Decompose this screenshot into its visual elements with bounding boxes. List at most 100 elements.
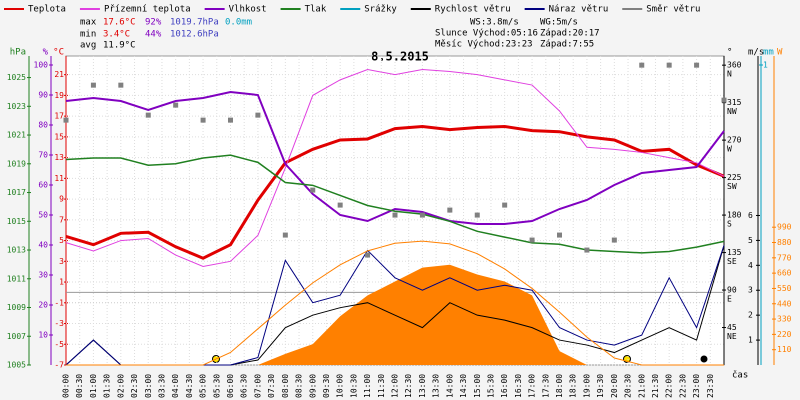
- y-tick-label: 550: [777, 284, 792, 293]
- y-tick-label: 180: [727, 211, 742, 220]
- legend-label: Rychlost větru: [435, 5, 511, 15]
- x-tick-label: 19:00: [582, 374, 591, 398]
- series-line: [66, 240, 724, 366]
- info: Slunce Východ:05:16: [435, 29, 538, 39]
- axis-label: hPa: [10, 48, 26, 58]
- y-tick-label: 13: [54, 153, 64, 162]
- stat: 17.6°C: [103, 18, 136, 28]
- y-tick-label: 10: [38, 331, 48, 340]
- axis-label: mm: [763, 48, 774, 58]
- y-tick-label: SW: [727, 182, 737, 191]
- info: Měsíc Východ:23:23: [435, 40, 533, 50]
- legend-label: Vlhkost: [229, 5, 267, 15]
- x-tick-label: 00:30: [75, 374, 84, 398]
- legend-label: Srážky: [364, 5, 397, 15]
- y-tick-label: 40: [38, 241, 48, 250]
- y-tick-label: 330: [777, 315, 792, 324]
- x-tick-label: 06:00: [226, 374, 235, 398]
- y-tick-label: 60: [38, 181, 48, 190]
- x-tick-label: 20:00: [610, 374, 619, 398]
- direction-dot: [502, 202, 508, 208]
- axis-label: m/s: [748, 48, 764, 58]
- x-tick-label: 21:00: [637, 374, 646, 398]
- direction-dot: [282, 232, 288, 238]
- stat: 92%: [145, 18, 162, 28]
- stat: 3.4°C: [103, 30, 130, 40]
- direction-dot: [365, 252, 371, 258]
- y-tick-label: 1011: [7, 274, 26, 283]
- direction-dot: [228, 117, 233, 123]
- series-line: [65, 125, 725, 260]
- direction-dot: [63, 117, 69, 123]
- x-tick-label: 02:00: [116, 374, 125, 398]
- y-tick-label: 135: [727, 248, 742, 257]
- x-tick-label: 04:00: [171, 374, 180, 398]
- x-tick-label: 22:00: [665, 374, 674, 398]
- y-tick-label: 7: [59, 215, 64, 224]
- x-tick-label: 11:30: [377, 374, 386, 398]
- axis-label: °C: [53, 48, 64, 58]
- y-tick-label: 15: [54, 132, 64, 141]
- stat-label: avg: [80, 41, 96, 51]
- y-tick-label: 1: [763, 61, 768, 70]
- direction-dot: [118, 82, 124, 88]
- stat: 1012.6hPa: [170, 30, 219, 40]
- direction-dot: [584, 247, 590, 253]
- y-tick-label: 440: [777, 299, 792, 308]
- x-tick-label: 17:30: [541, 374, 550, 398]
- x-tick-label: 18:00: [555, 374, 564, 398]
- direction-dot: [419, 212, 425, 218]
- series-line: [65, 68, 725, 268]
- y-tick-label: 80: [38, 121, 48, 130]
- y-tick-label: N: [727, 70, 732, 79]
- direction-dot: [639, 62, 645, 68]
- x-tick-label: 09:00: [308, 374, 317, 398]
- y-tick-label: 1025: [7, 73, 26, 82]
- y-tick-label: 880: [777, 238, 792, 247]
- x-tick-label: 12:30: [404, 374, 413, 398]
- y-tick-label: 5: [748, 236, 753, 245]
- y-tick-label: 1: [748, 336, 753, 345]
- y-tick-label: 100: [34, 61, 49, 70]
- direction-dot: [255, 112, 261, 118]
- x-tick-label: 03:00: [144, 374, 153, 398]
- x-tick-label: 10:00: [336, 374, 345, 398]
- direction-dot: [447, 207, 453, 213]
- info: Západ:20:17: [540, 29, 600, 39]
- y-tick-label: 5: [59, 236, 64, 245]
- x-tick-label: 03:30: [157, 374, 166, 398]
- x-tick-label: 09:30: [322, 374, 331, 398]
- x-tick-label: 15:00: [473, 374, 482, 398]
- x-tick-label: 01:00: [89, 374, 98, 398]
- axis-label: °: [727, 48, 732, 58]
- x-tick-label: 21:30: [651, 374, 660, 398]
- x-tick-label: 07:00: [253, 374, 262, 398]
- axis-label: %: [43, 48, 49, 58]
- legend-label: Směr větru: [646, 5, 700, 15]
- x-tick-label: 08:00: [281, 374, 290, 398]
- y-tick-label: 70: [38, 151, 48, 160]
- y-tick-label: -7: [54, 361, 64, 370]
- x-tick-label: 17:00: [528, 374, 537, 398]
- x-tick-label: 05:00: [199, 374, 208, 398]
- direction-dot: [529, 237, 535, 243]
- y-tick-label: S: [727, 220, 732, 229]
- series-line: [65, 90, 725, 225]
- direction-dot: [694, 62, 700, 68]
- y-tick-label: 1019: [7, 159, 26, 168]
- y-tick-label: 1009: [7, 303, 26, 312]
- x-tick-label: 14:00: [445, 374, 454, 398]
- y-tick-label: 1007: [7, 332, 26, 341]
- y-tick-label: 220: [777, 330, 792, 339]
- x-tick-label: 04:30: [185, 374, 194, 398]
- y-tick-label: 990: [777, 223, 792, 232]
- y-tick-label: NE: [727, 332, 737, 341]
- y-tick-label: 19: [54, 91, 64, 100]
- x-tick-label: 10:30: [349, 374, 358, 398]
- y-tick-label: 50: [38, 211, 48, 220]
- y-tick-label: 1021: [7, 131, 26, 140]
- axis-label: W: [777, 48, 783, 58]
- direction-dot: [200, 117, 206, 123]
- x-tick-label: 05:30: [212, 374, 221, 398]
- y-tick-label: 20: [38, 301, 48, 310]
